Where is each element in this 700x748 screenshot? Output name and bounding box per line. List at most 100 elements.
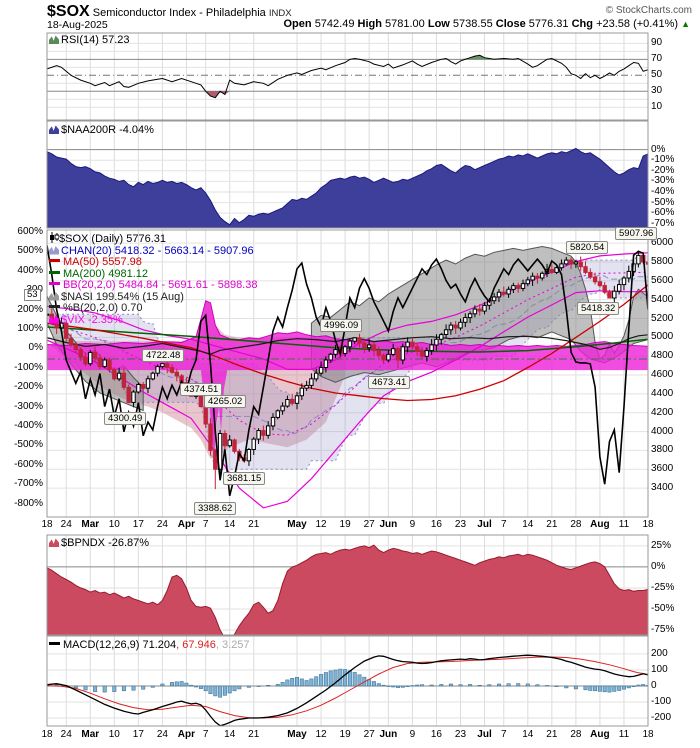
macd-signal-value: , 67.946 xyxy=(176,639,216,651)
y-axis-label-main: -800% xyxy=(14,497,43,509)
low-label: Low xyxy=(427,18,450,30)
chart-date: 18-Aug-2025 xyxy=(47,19,108,31)
y-axis-label-main: -300% xyxy=(14,400,43,412)
x-axis-label-row2: 23 xyxy=(454,729,467,740)
main-legend-text-7: $VIX -2.35% xyxy=(61,313,123,326)
y-axis-label-main: -400% xyxy=(14,419,43,431)
x-axis-label-row1: 10 xyxy=(108,519,120,530)
x-axis-label-row1: Jun xyxy=(379,519,398,530)
price-annotation: 4265.02 xyxy=(204,395,247,408)
main-legend-item-3: MA(200) 4981.12 xyxy=(49,267,257,281)
x-axis-label-row1: 21 xyxy=(248,519,260,530)
y-axis-label-main: -500% xyxy=(14,439,43,451)
nasi-line xyxy=(47,245,648,496)
x-axis-label-row2: 24 xyxy=(156,729,168,740)
y-axis-label-naa200r: -50% xyxy=(651,196,675,208)
low-value: 5738.55 xyxy=(452,18,493,30)
price-annotation: 5418.32 xyxy=(577,302,620,315)
y-axis-label-main: 600% xyxy=(17,225,43,237)
x-axis-label-row1: 11 xyxy=(618,519,630,530)
y-axis-label-main: 100% xyxy=(17,322,43,334)
symbol-name: Semiconductor Index - Philadelphia xyxy=(92,7,266,19)
y-axis-label-rsi: 90 xyxy=(651,37,663,49)
y-axis-label-main: 3600 xyxy=(651,463,674,475)
y-axis-label-naa200r: -30% xyxy=(651,175,675,187)
macd-line-icon xyxy=(49,642,60,645)
main-legend-item-4: BB(20,2,0) 5484.84 - 5691.61 - 5898.38 xyxy=(49,279,258,292)
open-value: 5742.49 xyxy=(314,18,355,30)
chart-header: $SOX Semiconductor Index - Philadelphia … xyxy=(47,3,292,21)
bpndx-legend: $BPNDX -26.87% xyxy=(49,537,149,549)
macd-hist-value: , 3.257 xyxy=(215,639,250,651)
price-annotation: 5820.54 xyxy=(566,241,609,254)
x-axis-label-row1: 12 xyxy=(315,519,327,530)
y-axis-label-naa200r: -10% xyxy=(651,154,675,166)
y-axis-label-macd: 0 xyxy=(651,679,657,691)
y-axis-label-main: -700% xyxy=(14,478,43,490)
main-legend-item-6: %B(20,2,0) 0.70 xyxy=(49,302,257,315)
price-annotation: 3388.62 xyxy=(194,502,237,515)
x-axis-label-row1: 27 xyxy=(363,519,375,530)
x-axis-label-row1: 17 xyxy=(132,519,144,530)
rsi-legend: RSI(14) 57.23 xyxy=(49,34,129,46)
candlestick-icon xyxy=(49,232,60,245)
y-axis-label-bpndx: 25% xyxy=(651,539,672,551)
x-axis-label-row2: Mar xyxy=(81,729,100,740)
price-annotation: 4996.09 xyxy=(320,319,363,332)
x-axis-label-row1: Apr xyxy=(177,519,196,530)
nasi-axis-badge: 53 xyxy=(24,289,41,301)
main-legend-text-4: BB(20,2,0) 5484.84 - 5691.61 - 5898.38 xyxy=(63,279,258,291)
x-axis-label-row1: Mar xyxy=(81,519,100,530)
bpndx-area-icon xyxy=(49,538,59,547)
main-legend-text-3: MA(200) 4981.12 xyxy=(63,267,148,280)
main-legend-item-7: $VIX -2.35% xyxy=(49,313,257,327)
macd-legend: MACD(12,26,9) 71.204, 67.946, 3.257 xyxy=(49,639,250,651)
x-axis-label-row1: 9 xyxy=(409,519,416,530)
x-axis-label-row1: 7 xyxy=(500,519,507,530)
y-axis-label-bpndx: -25% xyxy=(651,581,675,593)
main-panel-legend: $SOX (Daily) 5776.31 CHAN(20) 5418.32 - 5… xyxy=(49,232,257,326)
y-axis-label-main: 4000 xyxy=(651,425,674,437)
y-axis-label-macd: 100 xyxy=(651,663,668,675)
y-axis-label-main: 5000 xyxy=(651,331,674,343)
x-axis-label-row2: 27 xyxy=(363,729,375,740)
x-axis-label-row2: 14 xyxy=(224,729,236,740)
x-axis-label-row1: 24 xyxy=(60,519,72,530)
main-legend-text-6: %B(20,2,0) 0.70 xyxy=(63,302,143,314)
bpndx-area xyxy=(47,545,648,635)
open-label: Open xyxy=(283,18,312,30)
close-value: 5776.31 xyxy=(528,18,569,30)
naa200r-legend-text: $NAA200R -4.04% xyxy=(61,124,154,136)
ohlc-readout: Open 5742.49 High 5781.00 Low 5738.55 Cl… xyxy=(284,18,691,30)
x-axis-label-row2: 28 xyxy=(570,729,582,740)
y-axis-label-main: 4800 xyxy=(651,350,674,362)
y-axis-label-main: 4600 xyxy=(651,369,674,381)
x-axis-label-row2: 10 xyxy=(108,729,120,740)
x-axis-label-row1: 18 xyxy=(41,519,53,530)
x-axis-label-row2: 12 xyxy=(315,729,327,740)
rsi-area-icon xyxy=(49,35,59,44)
y-axis-label-bpndx: -75% xyxy=(651,623,675,635)
y-axis-label-naa200r: -40% xyxy=(651,185,675,197)
y-axis-label-naa200r: 0% xyxy=(651,143,666,155)
y-axis-label-rsi: 70 xyxy=(651,53,663,65)
y-axis-label-rsi: 50 xyxy=(651,69,663,81)
high-label: High xyxy=(357,18,382,30)
y-axis-label-main: 5600 xyxy=(651,274,674,286)
y-axis-label-macd: -100 xyxy=(651,695,672,707)
y-axis-label-main: 3800 xyxy=(651,444,674,456)
rsi-legend-text: RSI(14) 57.23 xyxy=(61,34,130,46)
price-annotation: 4374.51 xyxy=(180,383,223,396)
y-axis-label-main: 5400 xyxy=(651,293,674,305)
main-legend-text-1: CHAN(20) 5418.32 - 5663.14 - 5907.96 xyxy=(61,244,254,257)
y-axis-label-main: 400% xyxy=(17,264,43,276)
line-icon xyxy=(49,282,60,285)
y-axis-label-main: 4400 xyxy=(651,387,674,399)
y-axis-label-main: 6000 xyxy=(651,237,674,249)
stockcharts-copyright-link[interactable]: © StockCharts.com xyxy=(605,5,692,16)
y-axis-label-naa200r: -20% xyxy=(651,164,675,176)
main-legend-text-0: $SOX (Daily) 5776.31 xyxy=(59,233,166,245)
price-annotation: 4722.48 xyxy=(142,349,185,362)
